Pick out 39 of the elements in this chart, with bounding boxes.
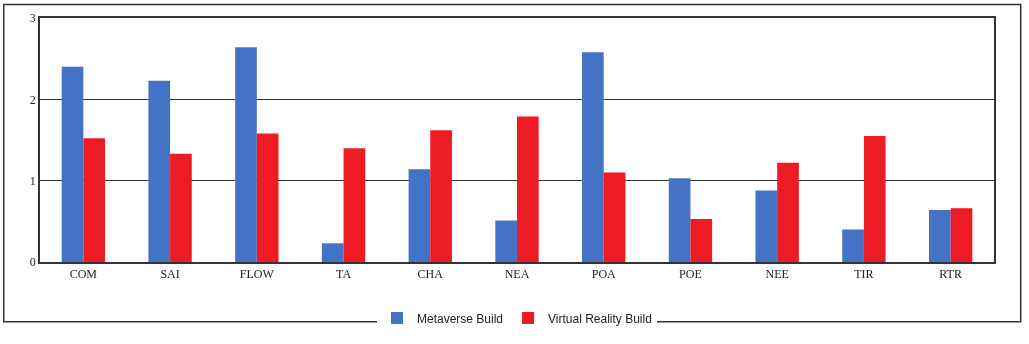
legend-label: Virtual Reality Build [548,311,652,326]
bar [321,243,344,262]
bar [170,153,192,262]
y-tick-label: 0 [29,255,36,270]
bar [755,190,778,262]
bar [928,209,951,262]
bar [582,52,604,262]
bar [690,218,713,262]
x-tick-label: TA [336,267,352,282]
x-tick-label: POA [591,267,617,282]
x-tick-label: TIR [854,267,874,282]
y-tick-label: 1 [29,173,36,188]
x-tick-label: NEA [504,267,530,282]
bar [343,148,366,262]
bar [777,162,799,262]
bar [430,130,452,262]
bar [256,133,279,262]
y-tick-label: 2 [29,92,36,107]
legend-label: Metaverse Build [417,311,504,326]
bar [842,229,864,262]
bar [61,66,84,262]
bar [950,208,973,262]
x-tick-label: RTR [939,267,962,282]
bar [863,135,886,262]
bar [517,116,539,262]
bar [235,47,257,262]
bar [83,138,106,262]
bar [148,80,171,262]
x-tick-label: SAI [160,267,180,282]
x-tick-label: COM [69,267,98,282]
bar [495,220,517,262]
bar [603,172,626,262]
bar [408,169,431,262]
x-tick-label: POE [679,267,702,282]
x-tick-label: CHA [417,267,444,282]
x-tick-label: FLOW [239,267,275,282]
y-tick-label: 3 [29,11,36,26]
bar [668,178,691,262]
x-tick-label: NEE [765,267,789,282]
